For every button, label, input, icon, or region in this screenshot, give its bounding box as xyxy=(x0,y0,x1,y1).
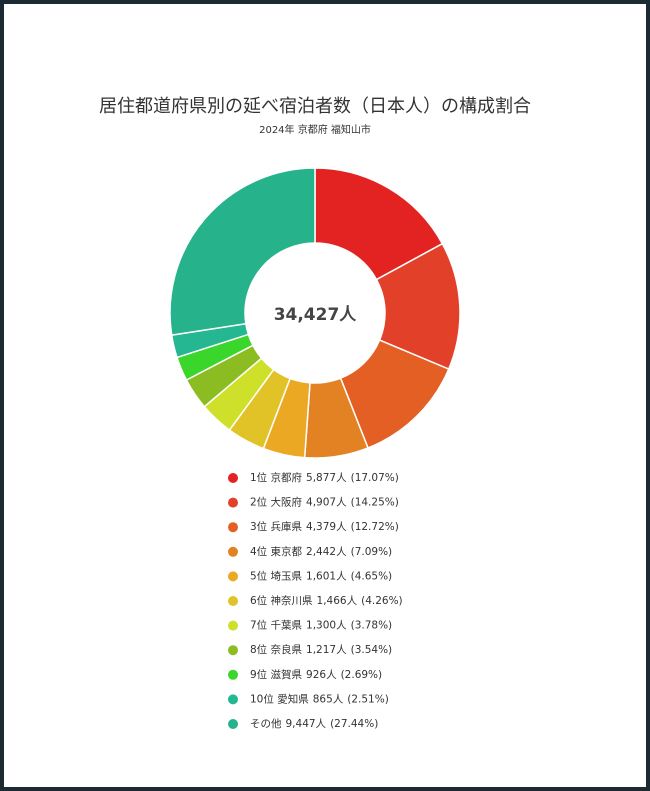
legend-marker xyxy=(228,645,238,656)
legend-label: 2位 大阪府 4,907人 (14.25%) xyxy=(250,496,399,509)
legend-share: (7.09%) xyxy=(351,546,393,558)
chart-title: 居住都道府県別の延べ宿泊者数（日本人）の構成割合 xyxy=(99,96,531,117)
legend-share: (14.25%) xyxy=(351,497,399,509)
legend-category: 8位 奈良県 xyxy=(250,643,303,656)
legend-value: 5,877人 xyxy=(306,472,347,484)
legend-label: 8位 奈良県 1,217人 (3.54%) xyxy=(250,643,392,656)
legend-marker xyxy=(228,522,238,533)
legend-label: 6位 神奈川県 1,466人 (4.26%) xyxy=(250,594,403,607)
legend-value: 1,217人 xyxy=(306,644,347,656)
legend-marker xyxy=(228,719,238,729)
legend-category: 3位 兵庫県 xyxy=(250,520,303,533)
legend-value: 1,466人 xyxy=(317,595,358,607)
legend-marker xyxy=(228,620,238,631)
legend-category: その他 xyxy=(250,717,282,730)
legend-share: (4.65%) xyxy=(351,570,393,582)
chart: 居住都道府県別の延べ宿泊者数（日本人）の構成割合 2024年 京都府 福知山市 … xyxy=(99,96,531,730)
legend-label: 9位 滋賀県 926人 (2.69%) xyxy=(250,668,382,681)
legend-value: 1,300人 xyxy=(306,620,347,632)
legend-label: 5位 埼玉県 1,601人 (4.65%) xyxy=(250,569,392,582)
legend-marker xyxy=(228,571,238,582)
legend-value: 865人 xyxy=(313,693,344,705)
legend-category: 4位 東京都 xyxy=(250,545,303,558)
legend-value: 4,379人 xyxy=(306,521,347,533)
legend-share: (4.26%) xyxy=(361,595,403,607)
legend-label: 1位 京都府 5,877人 (17.07%) xyxy=(250,471,399,484)
legend-category: 2位 大阪府 xyxy=(250,496,302,509)
legend-share: (17.07%) xyxy=(351,472,399,484)
legend-label: 4位 東京都 2,442人 (7.09%) xyxy=(250,545,392,558)
legend-share: (2.69%) xyxy=(341,669,383,681)
donut-slice xyxy=(314,167,444,281)
legend-label: 3位 兵庫県 4,379人 (12.72%) xyxy=(250,520,399,533)
legend-value: 4,907人 xyxy=(306,497,347,509)
legend-category: 5位 埼玉県 xyxy=(250,569,303,582)
legend-category: 1位 京都府 xyxy=(250,471,302,484)
legend-value: 926人 xyxy=(306,669,337,681)
legend-marker xyxy=(228,497,238,508)
legend-marker xyxy=(228,669,238,680)
legend-marker xyxy=(228,546,238,557)
legend-value: 9,447人 xyxy=(286,718,327,730)
legend-share: (27.44%) xyxy=(330,718,378,730)
legend-share: (3.54%) xyxy=(351,644,393,656)
chart-subtitle: 2024年 京都府 福知山市 xyxy=(259,123,371,136)
legend-label: その他 9,447人 (27.44%) xyxy=(250,717,378,730)
donut-slice xyxy=(169,167,316,337)
legend-label: 7位 千葉県 1,300人 (3.78%) xyxy=(250,619,392,632)
legend-marker xyxy=(228,596,238,606)
legend-share: (12.72%) xyxy=(351,521,399,533)
legend-value: 1,601人 xyxy=(306,570,347,582)
legend-value: 2,442人 xyxy=(306,546,347,558)
legend-category: 7位 千葉県 xyxy=(250,619,303,632)
legend-share: (3.78%) xyxy=(351,620,393,632)
legend-marker xyxy=(228,694,238,705)
center-total: 34,427人 xyxy=(274,305,358,325)
legend-category: 10位 愛知県 xyxy=(250,692,309,705)
legend-marker xyxy=(228,473,238,483)
legend-label: 10位 愛知県 865人 (2.51%) xyxy=(250,692,389,705)
legend-category: 9位 滋賀県 xyxy=(250,668,303,681)
legend-category: 6位 神奈川県 xyxy=(250,594,313,607)
legend-share: (2.51%) xyxy=(347,693,389,705)
